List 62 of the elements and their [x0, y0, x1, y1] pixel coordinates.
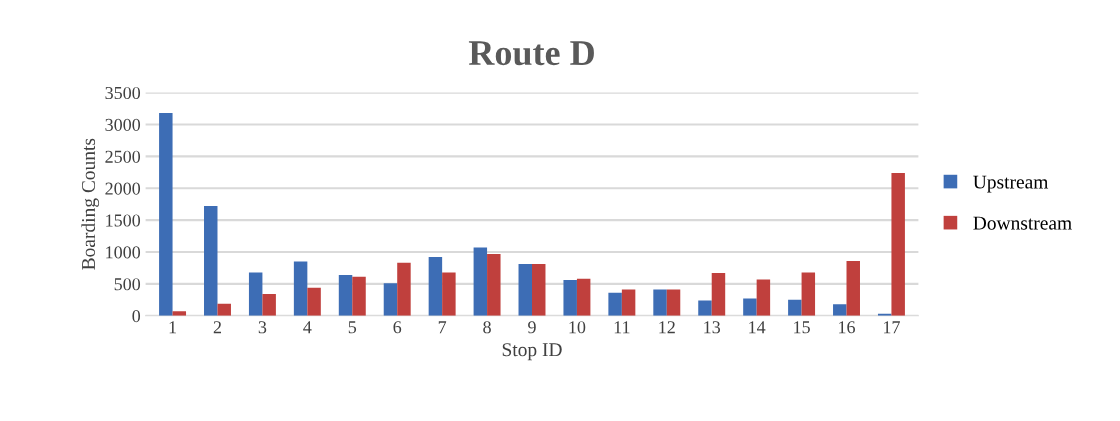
bar: [666, 289, 681, 316]
x-tick-label: 4: [303, 321, 312, 334]
bar: [262, 294, 276, 316]
bar: [846, 260, 860, 316]
y-tick-label: 1000: [106, 246, 141, 259]
bar: [159, 113, 173, 316]
bar: [248, 272, 263, 316]
bar: [338, 274, 353, 316]
bar: [891, 172, 905, 316]
bar: [576, 278, 591, 316]
bar: [743, 298, 757, 316]
x-tick-label: 8: [483, 321, 491, 334]
x-tick-label: 11: [614, 321, 630, 334]
bar: [383, 283, 398, 316]
bar: [204, 206, 218, 316]
bar: [442, 272, 456, 316]
bar: [487, 253, 501, 316]
y-tick-label: 2000: [105, 182, 141, 195]
x-tick-label: 17: [884, 321, 900, 334]
bar: [532, 264, 546, 316]
x-tick-label: 15: [794, 321, 810, 334]
y-tick-label: 1500: [106, 214, 141, 227]
y-tick-label: 3500: [105, 86, 141, 100]
x-tick-label: 6: [393, 321, 402, 334]
bar: [653, 289, 667, 316]
y-axis-title: Boarding Counts: [81, 138, 100, 270]
x-tick-label: 13: [704, 321, 721, 334]
x-tick-label: 2: [213, 321, 222, 334]
legend-label: Upstream: [973, 175, 1049, 193]
chart-title: Route D: [468, 41, 594, 66]
bar: [352, 276, 366, 316]
bar: [217, 303, 231, 316]
x-tick-label: 7: [438, 321, 447, 334]
bar: [801, 272, 816, 316]
bar: [621, 289, 636, 316]
bar: [518, 264, 532, 316]
bar: [788, 299, 802, 316]
bar: [833, 304, 847, 316]
y-tick-label: 3000: [105, 118, 141, 131]
y-tick-label: 500: [114, 278, 141, 291]
bar: [293, 261, 308, 316]
bar: [563, 280, 577, 316]
bar: [698, 300, 712, 316]
x-axis-title: Stop ID: [502, 343, 562, 361]
x-tick-label: 1: [169, 321, 176, 334]
bar: [307, 287, 321, 316]
bar: [608, 292, 622, 316]
x-tick-label: 12: [659, 321, 675, 334]
bar: [428, 257, 443, 316]
legend-label: Downstream: [973, 216, 1072, 230]
y-tick-label: 0: [132, 310, 141, 323]
y-tick-label: 2500: [105, 150, 141, 163]
x-tick-label: 9: [528, 321, 536, 334]
x-tick-label: 10: [569, 321, 586, 334]
bar: [473, 247, 488, 316]
bar: [397, 262, 411, 316]
bar: [711, 273, 726, 316]
x-tick-label: 14: [749, 321, 766, 334]
bar: [756, 279, 771, 316]
x-tick-label: 3: [258, 321, 267, 334]
x-tick-label: 5: [348, 321, 357, 334]
x-tick-label: 16: [839, 321, 855, 334]
